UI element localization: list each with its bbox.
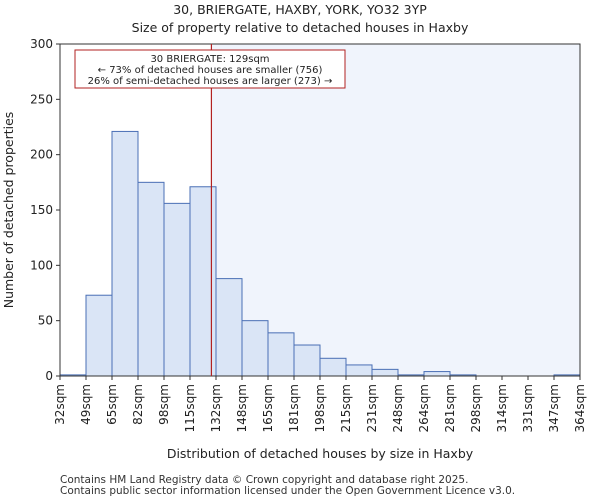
x-tick-label: 248sqm — [391, 384, 405, 432]
annotation-frame — [74, 49, 346, 89]
x-tick-label: 298sqm — [469, 384, 483, 432]
y-tick-label: 0 — [45, 369, 53, 383]
x-tick-label: 65sqm — [105, 384, 119, 425]
bar-98sqm — [163, 202, 191, 377]
annotation-line-1: 30 BRIERGATE: 129sqm — [150, 54, 269, 65]
larger-region-highlight — [211, 44, 581, 376]
x-tick-label: 82sqm — [131, 384, 145, 425]
annotation-line-2: ← 73% of detached houses are smaller (75… — [98, 65, 323, 76]
x-tick-label: 364sqm — [573, 384, 587, 432]
bar-198sqm — [319, 357, 347, 377]
bar-215sqm — [345, 364, 373, 377]
bar-49sqm — [85, 294, 113, 377]
x-axis-label: Distribution of detached houses by size … — [167, 446, 474, 461]
x-tick-label: 231sqm — [365, 384, 379, 432]
bar-264sqm — [423, 371, 451, 377]
footer-line-1: Contains HM Land Registry data © Crown c… — [60, 474, 468, 486]
x-tick-label: 314sqm — [495, 384, 509, 432]
chart-subtitle: Size of property relative to detached ho… — [132, 20, 469, 35]
x-tick-label: 264sqm — [417, 384, 431, 432]
y-tick-label: 150 — [30, 203, 53, 217]
bar-115sqm — [189, 186, 217, 377]
x-tick-label: 281sqm — [443, 384, 457, 432]
x-tick-label: 132sqm — [209, 384, 223, 432]
y-axis-label: Number of detached properties — [1, 112, 16, 309]
x-tick-label: 98sqm — [157, 384, 171, 425]
bar-181sqm — [293, 344, 321, 377]
x-tick-label: 347sqm — [547, 384, 561, 432]
x-tick-label: 32sqm — [53, 384, 67, 425]
chart-title: 30, BRIERGATE, HAXBY, YORK, YO32 3YP — [173, 2, 427, 17]
x-tick-label: 148sqm — [235, 384, 249, 432]
y-tick-label: 50 — [38, 314, 53, 328]
bar-82sqm — [137, 181, 165, 377]
annotation-line-3: 26% of semi-detached houses are larger (… — [88, 76, 333, 87]
y-tick-label: 200 — [30, 148, 53, 162]
y-tick-label: 250 — [30, 92, 53, 106]
y-axis: 0 50 100 150 200 250 300 — [30, 37, 60, 383]
x-tick-label: 49sqm — [79, 384, 93, 425]
bar-148sqm — [241, 320, 269, 377]
x-tick-label: 165sqm — [261, 384, 275, 432]
x-tick-label: 198sqm — [313, 384, 327, 432]
x-tick-label: 215sqm — [339, 384, 353, 432]
x-tick-label: 331sqm — [521, 384, 535, 432]
bar-65sqm — [111, 130, 139, 377]
bar-132sqm — [215, 278, 243, 377]
x-axis: 32sqm 49sqm 65sqm 82sqm 98sqm 115sqm 132sqm 148… — [53, 376, 587, 432]
bar-165sqm — [267, 332, 295, 377]
annotation-box: 30 BRIERGATE: 129sqm ← 73% of detached h… — [74, 49, 346, 89]
bar-231sqm — [371, 368, 399, 377]
y-tick-label: 300 — [30, 37, 53, 51]
y-tick-label: 100 — [30, 258, 53, 272]
footer-line-2: Contains public sector information licen… — [60, 485, 515, 497]
x-tick-label: 181sqm — [287, 384, 301, 432]
x-tick-label: 115sqm — [183, 384, 197, 432]
